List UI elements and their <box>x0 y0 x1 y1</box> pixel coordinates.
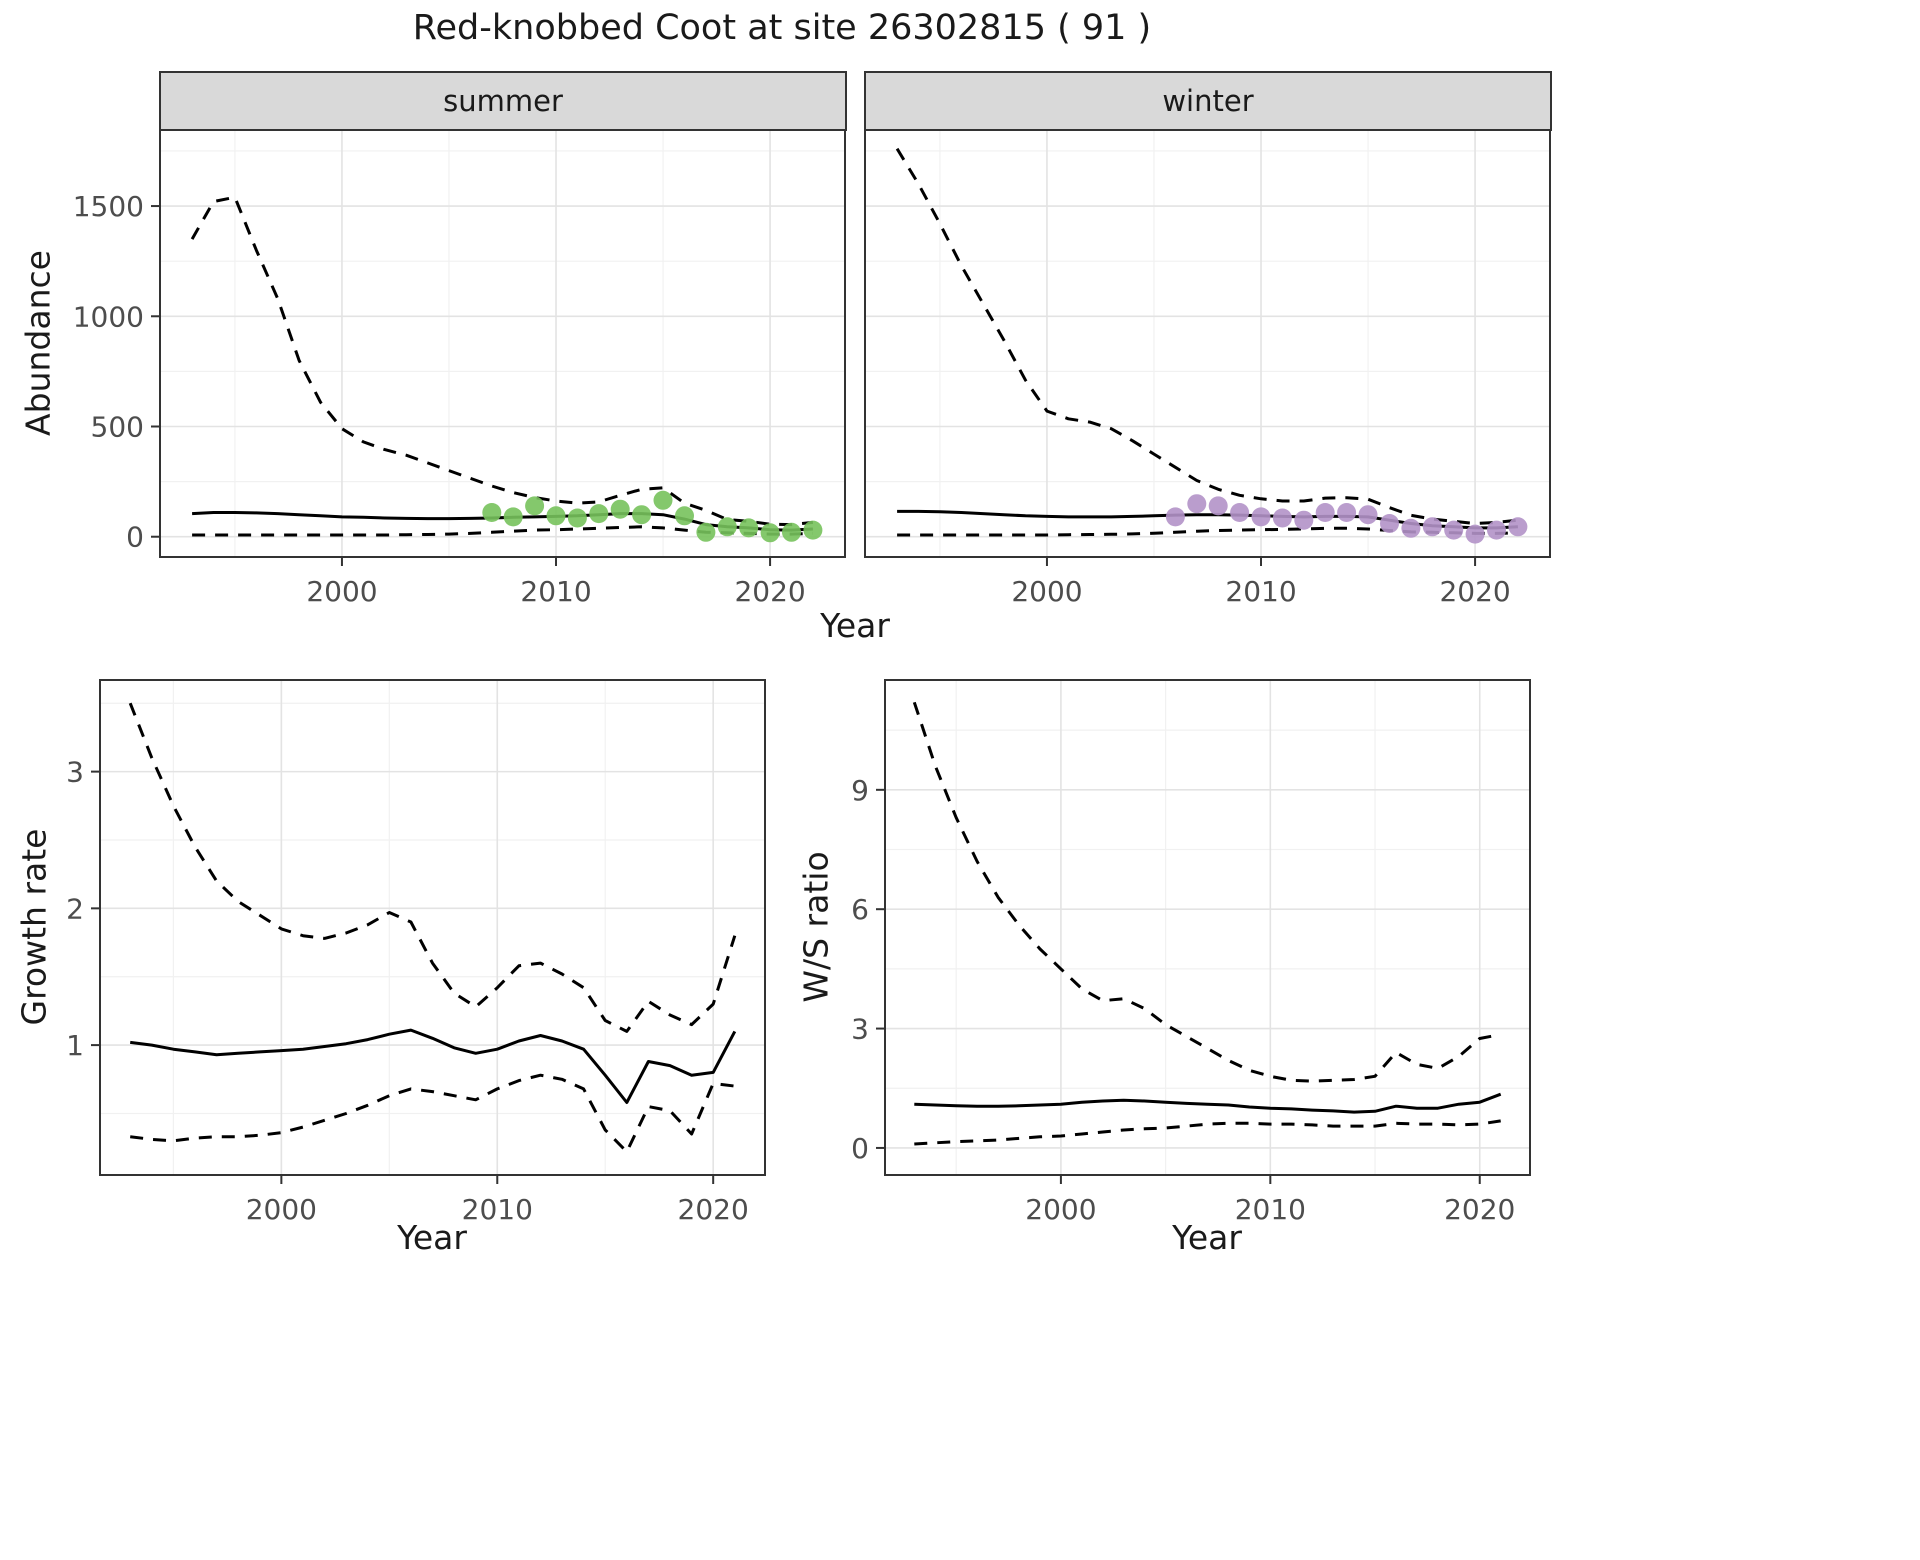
y-axis-title-ws-ratio: W/S ratio <box>796 851 836 1003</box>
summer-observed-point <box>739 518 759 538</box>
facet-strip-winter-label: winter <box>1162 84 1254 118</box>
y-tick-label: 9 <box>851 774 869 807</box>
winter-observed-point <box>1358 505 1378 525</box>
facet-strip-summer: summer <box>159 71 847 131</box>
y-tick-label: 0 <box>851 1132 869 1165</box>
y-tick-label: 1000 <box>73 300 144 333</box>
growth-upper-ci-line <box>128 702 737 1033</box>
winter-upper-ci-line <box>895 147 1519 525</box>
summer-observed-point <box>760 523 780 543</box>
x-tick-label: 2020 <box>734 575 805 608</box>
summer-observed-point <box>610 499 630 519</box>
winter-observed-point <box>1380 514 1399 533</box>
summer-observed-point <box>653 490 673 510</box>
y-axis-title-growth-rate: Growth rate <box>14 828 54 1026</box>
y-tick-label: 6 <box>851 893 869 926</box>
summer-observed-point <box>782 522 801 542</box>
summer-observed-point <box>696 522 716 542</box>
x-axis-title-year-bottom-left: Year <box>397 1218 467 1257</box>
ws-upper-ci-line <box>912 701 1501 1083</box>
summer-observed-point <box>675 506 694 526</box>
x-axis-title-year-bottom-right: Year <box>1172 1218 1242 1257</box>
summer-observed-point <box>803 520 823 540</box>
x-tick-label: 2000 <box>1011 575 1082 608</box>
x-tick-label: 2000 <box>1025 1193 1096 1226</box>
winter-observed-point <box>1251 507 1271 527</box>
summer-observed-point <box>567 508 587 528</box>
y-tick-label: 2 <box>66 892 84 925</box>
winter-observed-point <box>1230 503 1250 522</box>
x-tick-label: 2000 <box>306 575 377 608</box>
panel-background <box>865 130 1550 557</box>
ws-lower-ci-line <box>914 1119 1501 1146</box>
x-axis-title-year-top: Year <box>820 606 890 645</box>
panel-growth: 2000 2010 2020 1 2 3 <box>66 679 766 1226</box>
growth-median-line <box>130 1028 737 1104</box>
y-axis-title-abundance: Abundance <box>18 250 58 436</box>
facet-strip-summer-label: summer <box>443 84 563 118</box>
winter-observed-point <box>1272 508 1292 528</box>
x-tick-label: 2010 <box>520 575 591 608</box>
x-tick-label: 2020 <box>1444 1193 1515 1226</box>
panel-background <box>160 130 845 557</box>
winter-observed-point <box>1401 518 1421 538</box>
summer-observed-point <box>632 505 652 525</box>
winter-observed-point <box>1422 517 1442 537</box>
winter-observed-point <box>1187 494 1207 514</box>
x-tick-label: 2010 <box>1235 1193 1306 1226</box>
panel-background <box>100 680 765 1175</box>
summer-observed-point <box>717 517 737 537</box>
growth-lower-ci-line <box>130 1073 735 1154</box>
summer-observed-point <box>503 507 523 527</box>
panel-summer: 2000 2010 2020 0 500 1000 1500 <box>73 129 846 608</box>
summer-observed-point <box>482 503 502 522</box>
y-tick-label: 1 <box>66 1029 84 1062</box>
winter-observed-point <box>1294 510 1314 530</box>
summer-observed-point <box>546 506 566 526</box>
winter-observed-point <box>1165 507 1185 527</box>
summer-upper-ci-line <box>190 195 814 527</box>
x-tick-label: 2010 <box>462 1193 533 1226</box>
winter-observed-point <box>1315 503 1335 522</box>
panel-border <box>99 679 766 1176</box>
summer-observed-point <box>589 504 609 524</box>
summer-observed-point <box>525 496 545 516</box>
x-tick-label: 2010 <box>1225 575 1296 608</box>
winter-observed-point <box>1208 496 1228 516</box>
x-tick-label: 2020 <box>678 1193 749 1226</box>
panel-winter: 2000 2010 2020 <box>864 129 1551 608</box>
x-tick-label: 2000 <box>246 1193 317 1226</box>
winter-observed-point <box>1337 503 1357 522</box>
winter-observed-point <box>1444 520 1464 540</box>
y-tick-label: 500 <box>91 410 144 443</box>
winter-observed-point <box>1487 520 1506 540</box>
winter-observed-point <box>1508 517 1528 537</box>
winter-observed-point <box>1465 524 1485 544</box>
panel-border <box>884 679 1531 1176</box>
y-tick-label: 3 <box>851 1013 869 1046</box>
panel-background <box>885 680 1530 1175</box>
y-tick-label: 1500 <box>73 190 144 223</box>
y-tick-label: 3 <box>66 756 84 789</box>
facet-strip-winter: winter <box>864 71 1552 131</box>
ws-median-line <box>914 1092 1502 1114</box>
panel-ws: 2000 2010 2020 0 3 6 9 <box>851 679 1531 1226</box>
y-tick-label: 0 <box>126 521 144 554</box>
chart-title: Red-knobbed Coot at site 26302815 ( 91 ) <box>412 8 1152 48</box>
x-tick-label: 2020 <box>1439 575 1510 608</box>
